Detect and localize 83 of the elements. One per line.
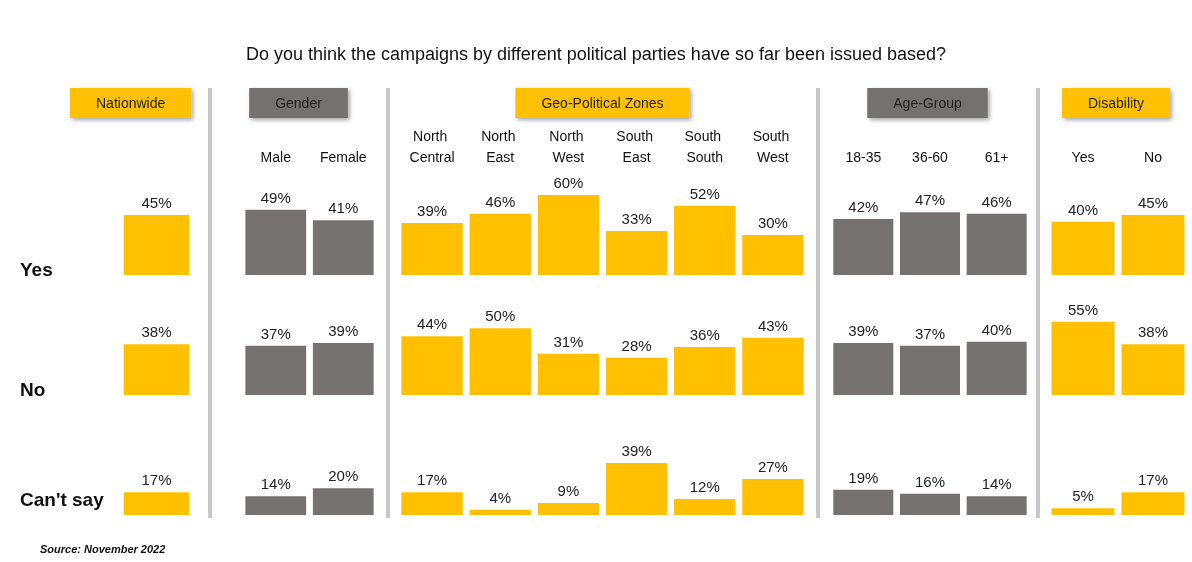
bar xyxy=(742,479,804,515)
x-tick-label: North West xyxy=(549,127,588,165)
bar xyxy=(674,205,736,275)
source-note: Source: November 2022 xyxy=(40,543,166,555)
data-label: 45% xyxy=(141,194,172,211)
x-tick-label: Yes xyxy=(1071,148,1095,165)
x-tick-label: South East xyxy=(616,127,657,165)
x-tick-label: 61+ xyxy=(984,148,1009,165)
data-label: 42% xyxy=(848,198,879,215)
data-label: 4% xyxy=(489,488,512,506)
data-label: 39% xyxy=(848,322,879,339)
bar xyxy=(537,195,600,275)
bar xyxy=(674,347,736,395)
data-label: 37% xyxy=(260,324,291,342)
data-label: 17% xyxy=(141,471,172,489)
data-label: 37% xyxy=(914,324,946,342)
bar xyxy=(605,463,668,515)
bar xyxy=(605,357,668,395)
data-label: 36% xyxy=(689,326,720,343)
bar xyxy=(537,503,600,515)
data-label: 52% xyxy=(689,184,720,202)
data-label: 39% xyxy=(621,442,652,459)
y-axis-title: No xyxy=(20,379,46,400)
data-label: 19% xyxy=(848,468,879,486)
x-tick-label: South West xyxy=(752,127,794,165)
data-label: 60% xyxy=(553,174,584,191)
data-label: 40% xyxy=(981,320,1012,338)
data-label: 17% xyxy=(1137,471,1169,489)
data-label: 27% xyxy=(757,458,788,475)
bar xyxy=(605,231,668,275)
chart-title: Disability xyxy=(1087,95,1145,111)
data-label: 9% xyxy=(557,482,580,499)
bar xyxy=(469,328,531,395)
data-label: 12% xyxy=(689,478,720,495)
data-label: 47% xyxy=(914,191,946,209)
bar xyxy=(537,353,600,395)
bar xyxy=(674,499,736,515)
data-label: 31% xyxy=(553,332,584,350)
data-label: 28% xyxy=(621,336,652,354)
data-label: 55% xyxy=(1067,300,1099,318)
data-label: 44% xyxy=(417,315,448,333)
chart-title: Age-Group xyxy=(893,95,962,111)
data-label: 20% xyxy=(328,467,359,485)
y-axis-title: Can't say xyxy=(20,489,105,510)
bar xyxy=(742,235,804,275)
x-tick-label: 18-35 xyxy=(845,148,882,165)
data-label: 38% xyxy=(141,323,172,341)
data-label: 43% xyxy=(757,316,788,334)
data-label: 46% xyxy=(981,192,1012,210)
data-label: 45% xyxy=(1137,194,1169,211)
bar xyxy=(469,213,531,275)
data-label: 41% xyxy=(328,199,359,217)
data-label: 40% xyxy=(1067,200,1099,218)
data-label: 39% xyxy=(328,322,359,339)
chart-title: Gender xyxy=(275,95,323,111)
data-label: 14% xyxy=(260,475,291,493)
bar xyxy=(401,223,463,275)
data-label: 14% xyxy=(981,475,1012,493)
data-label: 46% xyxy=(485,192,516,210)
bar xyxy=(401,492,463,515)
x-tick-label: 36-60 xyxy=(912,148,949,165)
x-tick-label: North Central xyxy=(409,127,455,165)
data-label: 39% xyxy=(417,202,448,219)
bar xyxy=(401,336,463,395)
x-tick-label: Female xyxy=(319,148,367,165)
chart-title: Nationwide xyxy=(96,95,166,111)
y-axis-title: Yes xyxy=(20,259,53,280)
bar xyxy=(469,509,531,515)
chart-title: Geo-Political Zones xyxy=(541,95,664,111)
data-label: 38% xyxy=(1137,323,1169,341)
data-label: 17% xyxy=(417,471,448,489)
x-tick-label: North East xyxy=(481,127,520,165)
x-tick-label: Male xyxy=(260,148,292,165)
data-label: 49% xyxy=(260,188,291,206)
x-tick-label: No xyxy=(1144,148,1163,165)
text: Do you think the campaigns by different political parties have so far been issued based? xyxy=(244,44,948,65)
x-tick-label: South South xyxy=(684,127,725,165)
data-label: 33% xyxy=(621,210,652,227)
data-label: 50% xyxy=(485,307,516,325)
data-label: 30% xyxy=(757,214,788,231)
data-label: 5% xyxy=(1072,487,1094,505)
bar xyxy=(742,337,804,395)
data-label: 16% xyxy=(914,472,946,490)
